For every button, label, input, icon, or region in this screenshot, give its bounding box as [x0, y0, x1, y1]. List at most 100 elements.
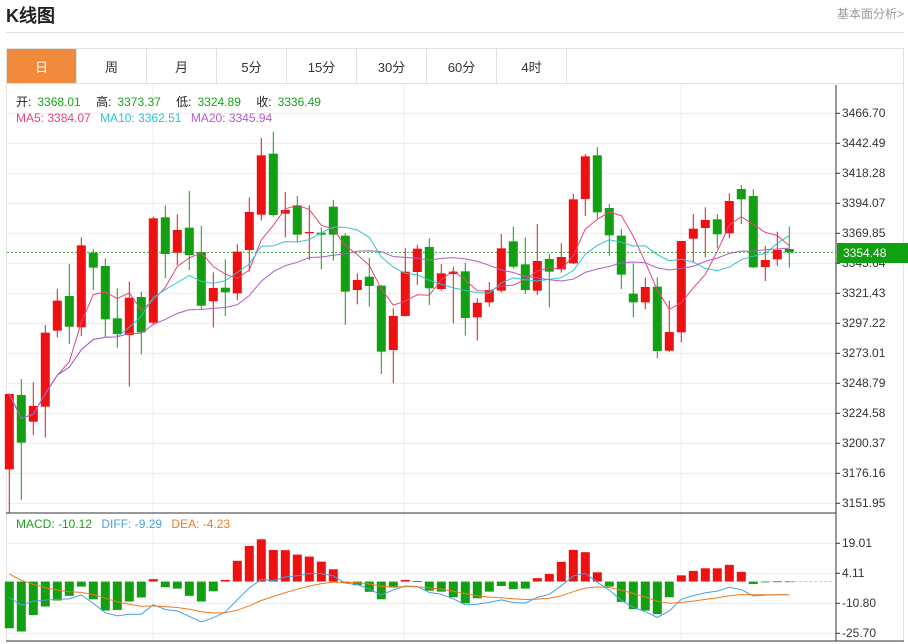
- price-tick-label: 3151.95: [842, 496, 886, 511]
- candle-down: [604, 208, 614, 236]
- macd-bar: [424, 581, 434, 591]
- macd-bar: [76, 581, 86, 587]
- macd-bar: [448, 581, 458, 598]
- candle-down: [136, 297, 146, 333]
- candle-up: [724, 201, 734, 234]
- low-label: 低:: [176, 95, 192, 109]
- ma5-legend: MA5: 3384.07: [16, 111, 91, 125]
- ma5-line: [8, 204, 790, 419]
- candle-up: [244, 212, 254, 251]
- candle-up: [412, 248, 422, 273]
- candle-down: [112, 318, 122, 335]
- candle-down: [508, 241, 518, 267]
- candle-up: [400, 271, 410, 317]
- candle-down: [616, 235, 626, 275]
- candle-down: [736, 188, 746, 200]
- fundamental-analysis-link[interactable]: 基本面分析>: [836, 7, 904, 21]
- price-tick-label: 3273.01: [842, 346, 886, 361]
- macd-bar: [616, 581, 626, 602]
- price-tick-label: 3418.28: [842, 166, 886, 181]
- candle-down: [184, 227, 194, 256]
- candle-up: [676, 240, 686, 333]
- macd-bar: [256, 539, 266, 582]
- candle-down: [328, 206, 338, 235]
- close-label: 收:: [256, 95, 272, 109]
- price-tick-label: 3297.22: [842, 316, 886, 331]
- tab-day[interactable]: 日: [7, 49, 77, 83]
- macd-bar: [640, 581, 650, 611]
- candle-down: [424, 246, 434, 289]
- price-tick-label: 3176.16: [842, 466, 886, 481]
- candle-up: [568, 199, 578, 264]
- candle-up: [124, 297, 134, 336]
- macd-bar: [316, 561, 326, 582]
- macd-bar: [652, 581, 662, 615]
- candle-down: [712, 219, 722, 235]
- macd-bar: [748, 581, 758, 584]
- macd-bar: [4, 581, 14, 629]
- header-divider: [6, 32, 904, 33]
- macd-legend-value: MACD: -10.12: [16, 517, 93, 531]
- macd-bar: [460, 581, 470, 604]
- period-tabs: 日 周 月 5分 15分 30分 60分 4时: [6, 48, 904, 84]
- candle-up: [4, 394, 14, 470]
- macd-bar: [208, 581, 218, 592]
- candle-down: [748, 195, 758, 268]
- tab-60min[interactable]: 60分: [427, 49, 497, 83]
- candle-down: [364, 276, 374, 287]
- macd-bar: [364, 581, 374, 592]
- candle-down: [316, 232, 326, 235]
- chart-frame: [6, 84, 904, 642]
- price-tick-label: 3466.70: [842, 106, 886, 121]
- macd-bar: [232, 560, 242, 582]
- macd-bar: [388, 581, 398, 588]
- tab-week[interactable]: 周: [77, 49, 147, 83]
- macd-bar: [688, 570, 698, 582]
- candle-up: [472, 302, 482, 318]
- tab-30min[interactable]: 30分: [357, 49, 427, 83]
- candle-up: [556, 256, 566, 270]
- macd-bar: [220, 579, 230, 582]
- dea-line: [9, 573, 790, 614]
- macd-tick-label: 4.11: [842, 566, 865, 581]
- macd-bar: [52, 581, 62, 601]
- macd-bar: [268, 549, 278, 582]
- macd-bar: [592, 572, 602, 582]
- candle-down: [292, 205, 302, 235]
- candle-up: [532, 260, 542, 291]
- candle-down: [784, 249, 794, 253]
- macd-bar: [760, 581, 770, 583]
- macd-bar: [664, 581, 674, 598]
- tab-month[interactable]: 月: [147, 49, 217, 83]
- tab-4hour[interactable]: 4时: [497, 49, 567, 83]
- low-value: 3324.89: [197, 95, 241, 109]
- candle-up: [256, 155, 266, 215]
- high-label: 高:: [96, 95, 112, 109]
- macd-bar: [568, 549, 578, 582]
- price-tick-label: 3442.49: [842, 136, 886, 151]
- macd-bar: [160, 581, 170, 588]
- tab-15min[interactable]: 15分: [287, 49, 357, 83]
- price-tick-label: 3200.37: [842, 436, 886, 451]
- candle-down: [268, 153, 278, 216]
- candle-down: [64, 296, 74, 327]
- macd-bar: [376, 581, 386, 600]
- tab-5min[interactable]: 5分: [217, 49, 287, 83]
- candle-up: [352, 280, 362, 291]
- candle-up: [760, 260, 770, 268]
- candle-up: [664, 332, 674, 351]
- candle-down: [16, 395, 26, 443]
- candle-down: [628, 293, 638, 303]
- macd-tick-label: -25.70: [842, 626, 877, 641]
- macd-bar: [280, 550, 290, 582]
- macd-bar: [436, 581, 446, 592]
- macd-bar: [16, 581, 26, 632]
- open-value: 3368.01: [37, 95, 81, 109]
- macd-bar: [412, 581, 422, 582]
- macd-bar: [772, 581, 782, 583]
- candle-up: [700, 219, 710, 229]
- macd-bar: [604, 581, 614, 587]
- last-price-tag: 3354.48: [837, 243, 908, 263]
- price-tick-label: 3224.58: [842, 406, 886, 421]
